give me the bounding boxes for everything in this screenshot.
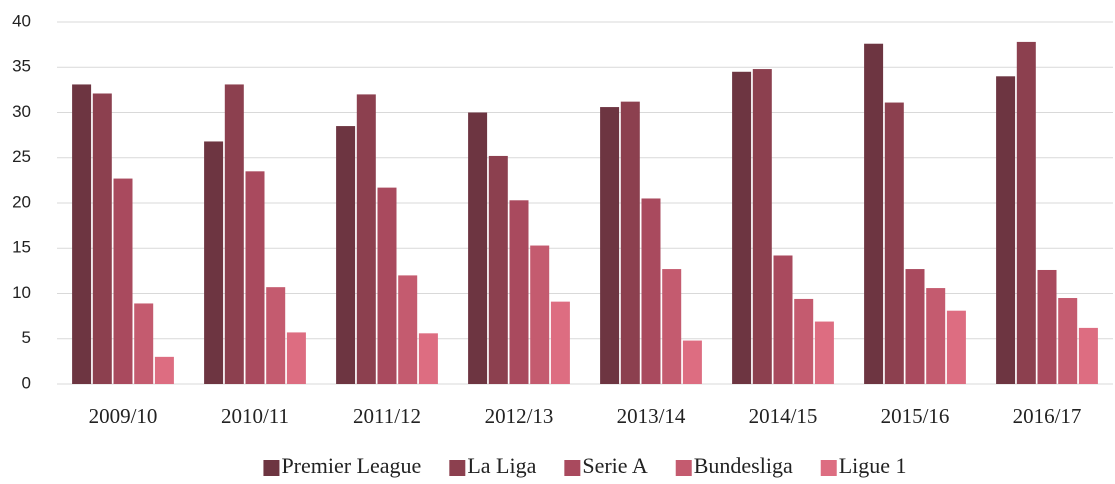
bar bbox=[1078, 327, 1098, 384]
bar bbox=[92, 93, 112, 385]
legend-label: Ligue 1 bbox=[839, 453, 907, 478]
x-tick-label: 2013/14 bbox=[617, 404, 686, 428]
bar bbox=[794, 298, 814, 384]
bar bbox=[1016, 41, 1036, 384]
bar bbox=[530, 245, 550, 384]
legend-swatch bbox=[820, 460, 837, 476]
x-tick-label: 2011/12 bbox=[353, 404, 421, 428]
legend-swatch bbox=[263, 460, 280, 476]
bar bbox=[134, 303, 154, 384]
y-tick-label: 30 bbox=[12, 102, 31, 121]
bar bbox=[814, 321, 834, 384]
bar bbox=[1037, 269, 1057, 384]
bar bbox=[732, 71, 752, 385]
bar bbox=[72, 84, 92, 384]
bar bbox=[418, 333, 438, 384]
y-tick-label: 0 bbox=[22, 373, 31, 392]
y-tick-label: 25 bbox=[12, 147, 31, 166]
bar bbox=[468, 112, 488, 384]
bar bbox=[113, 178, 133, 384]
bar bbox=[266, 287, 286, 384]
x-tick-label: 2012/13 bbox=[485, 404, 554, 428]
bar bbox=[773, 255, 793, 384]
bar bbox=[286, 332, 306, 384]
bar bbox=[550, 301, 570, 384]
legend-label: La Liga bbox=[467, 453, 536, 478]
x-tick-label: 2014/15 bbox=[749, 404, 818, 428]
bar bbox=[620, 101, 640, 384]
x-tick-label: 2009/10 bbox=[89, 404, 158, 428]
legend-swatch bbox=[675, 460, 692, 476]
bar bbox=[336, 126, 356, 384]
bar bbox=[488, 155, 508, 384]
bar bbox=[600, 107, 620, 384]
bar bbox=[245, 171, 265, 384]
bar bbox=[752, 69, 772, 384]
bar bbox=[641, 198, 661, 384]
bar bbox=[377, 187, 397, 384]
x-tick-label: 2016/17 bbox=[1013, 404, 1082, 428]
y-tick-label: 40 bbox=[12, 11, 31, 30]
bar bbox=[884, 102, 904, 385]
y-tick-label: 5 bbox=[22, 328, 31, 347]
bar bbox=[224, 84, 244, 384]
bar bbox=[154, 356, 174, 384]
bar bbox=[204, 141, 224, 384]
bar bbox=[864, 43, 884, 384]
legend-label: Premier League bbox=[281, 453, 421, 478]
bar bbox=[996, 76, 1016, 385]
y-tick-label: 35 bbox=[12, 57, 31, 76]
bar bbox=[905, 269, 925, 384]
bar bbox=[509, 200, 529, 384]
bar bbox=[946, 310, 966, 384]
x-tick-label: 2015/16 bbox=[881, 404, 950, 428]
legend-swatch bbox=[564, 460, 581, 476]
y-tick-label: 20 bbox=[12, 192, 31, 211]
legend-label: Serie A bbox=[582, 453, 647, 478]
legend-label: Bundesliga bbox=[694, 453, 793, 478]
y-tick-label: 15 bbox=[12, 238, 31, 257]
bar bbox=[682, 340, 702, 384]
bar bbox=[356, 94, 376, 385]
x-tick-label: 2010/11 bbox=[221, 404, 289, 428]
bar bbox=[926, 288, 946, 384]
legend-swatch bbox=[449, 460, 466, 476]
bar bbox=[662, 269, 682, 384]
bar bbox=[398, 275, 418, 384]
bar bbox=[1058, 298, 1078, 384]
y-tick-label: 10 bbox=[12, 283, 31, 302]
